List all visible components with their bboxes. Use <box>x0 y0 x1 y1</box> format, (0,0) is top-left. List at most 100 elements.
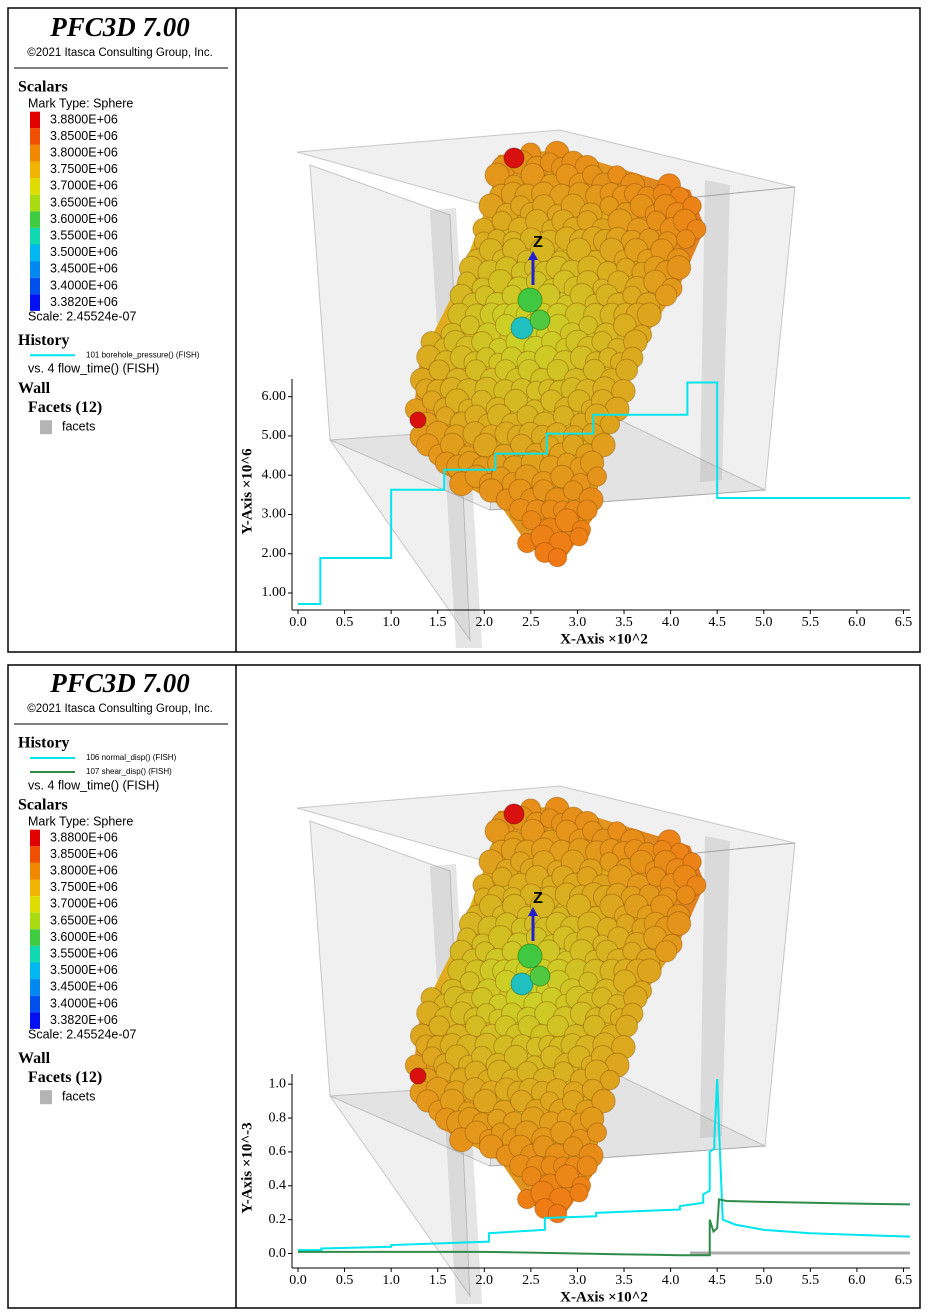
particle <box>409 411 427 429</box>
color-swatch <box>30 277 40 295</box>
particle <box>666 911 692 936</box>
color-level: 3.8800E+06 <box>50 112 118 126</box>
axis-label: Z <box>533 890 543 907</box>
color-level: 3.8000E+06 <box>50 145 118 159</box>
x-tick-label: 4.5 <box>708 615 726 630</box>
x-tick-label: 3.5 <box>615 1273 633 1288</box>
series-line <box>298 1079 911 1252</box>
y-axis-title: Y-Axis ×10^6 <box>239 448 255 535</box>
x-axis-title: X-Axis ×10^2 <box>560 1289 648 1305</box>
particle <box>569 1183 589 1203</box>
x-axis-title: X-Axis ×10^2 <box>560 631 648 647</box>
color-level: 3.6000E+06 <box>50 930 118 944</box>
x-tick-label: 0.0 <box>289 1273 307 1288</box>
history-versus: vs. 4 flow_time() (FISH) <box>28 361 159 375</box>
particle <box>586 466 608 487</box>
section-heading: Wall <box>18 1050 51 1067</box>
section-heading: History <box>18 332 70 349</box>
x-tick-label: 3.0 <box>569 615 587 630</box>
particle <box>503 1044 528 1069</box>
color-swatch <box>30 995 40 1013</box>
color-swatch <box>30 962 40 980</box>
color-swatch <box>30 111 40 129</box>
axis-arrow-head <box>528 251 538 260</box>
x-tick-label: 1.5 <box>429 1273 447 1288</box>
y-tick-label: 5.00 <box>262 428 287 443</box>
y-tick-label: 0.0 <box>269 1246 287 1261</box>
legend-entry: 106 normal_disp() (FISH) <box>86 753 177 762</box>
section-heading: Scalars <box>18 797 68 814</box>
x-tick-label: 3.5 <box>615 615 633 630</box>
x-tick-label: 4.0 <box>662 615 680 630</box>
color-swatch <box>30 294 40 311</box>
model-view: Z <box>296 129 796 648</box>
particle <box>521 510 542 531</box>
model-view: Z <box>296 785 910 1304</box>
wall-facet <box>700 836 730 1138</box>
color-level: 3.7500E+06 <box>50 162 118 176</box>
y-axis-title: Y-Axis ×10^-3 <box>239 1122 255 1213</box>
x-tick-label: 6.5 <box>895 1273 913 1288</box>
particle <box>459 971 480 992</box>
color-level: 3.5500E+06 <box>50 228 118 242</box>
particle <box>578 315 598 335</box>
particle <box>675 229 696 249</box>
x-tick-label: 4.5 <box>708 1273 726 1288</box>
color-swatch <box>30 829 40 847</box>
color-swatch <box>30 128 40 145</box>
wall-group: Facets (12) <box>28 1069 102 1086</box>
particle <box>510 316 534 340</box>
color-level: 3.3820E+06 <box>50 295 118 309</box>
x-tick-label: 0.5 <box>336 1273 354 1288</box>
color-swatch <box>30 929 40 946</box>
app-title: PFC3D 7.00 <box>49 12 190 42</box>
mark-type: Mark Type: Sphere <box>28 96 133 110</box>
y-tick-label: 1.00 <box>262 585 287 600</box>
copyright: ©2021 Itasca Consulting Group, Inc. <box>27 47 213 59</box>
particle <box>578 971 598 991</box>
history-versus: vs. 4 flow_time() (FISH) <box>28 778 159 792</box>
color-level: 3.6500E+06 <box>50 913 118 927</box>
particle <box>547 547 568 568</box>
scale-label: Scale: 2.45524e-07 <box>28 1027 136 1041</box>
y-tick-label: 0.8 <box>269 1110 287 1125</box>
wall-facet <box>309 164 471 642</box>
x-tick-label: 6.5 <box>895 615 913 630</box>
particle <box>636 958 662 984</box>
wall-facet <box>700 180 730 482</box>
color-level: 3.6500E+06 <box>50 195 118 209</box>
color-swatch <box>30 261 40 278</box>
x-tick-label: 6.0 <box>848 1273 866 1288</box>
particle <box>554 1164 580 1189</box>
color-swatch <box>30 979 40 996</box>
particle <box>582 358 606 382</box>
color-swatch <box>30 912 40 930</box>
color-level: 3.7500E+06 <box>50 880 118 894</box>
particle <box>576 1155 598 1177</box>
y-tick-label: 0.2 <box>269 1212 287 1227</box>
particle <box>517 287 543 313</box>
color-level: 3.4000E+06 <box>50 996 118 1010</box>
wall-facet <box>309 820 471 1298</box>
section-heading: Scalars <box>18 79 68 96</box>
particle <box>409 1067 427 1085</box>
wall-swatch <box>40 420 52 435</box>
y-tick-label: 3.00 <box>262 507 287 522</box>
particle <box>503 147 525 169</box>
x-tick-label: 3.0 <box>569 1273 587 1288</box>
particle <box>503 803 525 825</box>
scale-label: Scale: 2.45524e-07 <box>28 309 136 323</box>
particle <box>547 1203 568 1224</box>
legend-entry: 107 shear_disp() (FISH) <box>86 767 172 776</box>
particle <box>654 284 678 307</box>
particle <box>599 1069 621 1091</box>
particle <box>576 499 598 521</box>
series-line <box>298 1198 911 1257</box>
particle <box>554 508 580 533</box>
particle <box>473 432 498 458</box>
color-level: 3.3820E+06 <box>50 1013 118 1027</box>
x-tick-label: 5.0 <box>755 1273 773 1288</box>
particle <box>510 972 534 996</box>
particle <box>569 527 589 547</box>
